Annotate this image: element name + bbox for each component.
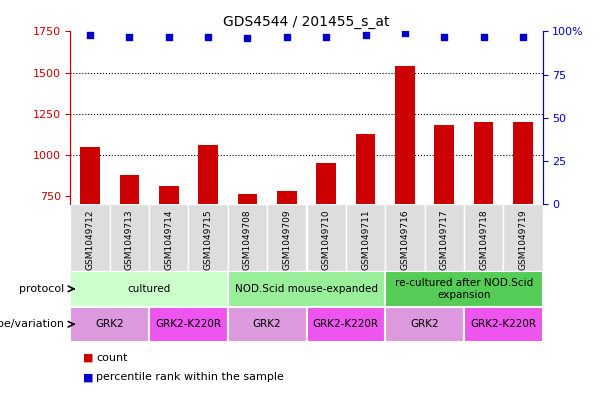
Point (321, 33, 331, 40)
Text: GSM1049710: GSM1049710 (322, 210, 330, 270)
Bar (70, 204, 110, 271)
Bar (228, 271, 385, 307)
Text: NOD.Scid mouse-expanded: NOD.Scid mouse-expanded (235, 284, 378, 294)
Bar (80, 147, 100, 204)
Text: GRK2: GRK2 (410, 319, 439, 329)
Bar (464, 307, 543, 342)
Bar (110, 204, 149, 271)
Text: GRK2-K220R: GRK2-K220R (156, 319, 221, 329)
Point (400, 30, 409, 36)
Point (164, 33, 173, 40)
Point (204, 33, 213, 40)
Bar (356, 134, 375, 204)
Text: GSM1049718: GSM1049718 (479, 210, 488, 270)
Bar (346, 204, 385, 271)
Bar (385, 204, 424, 271)
Bar (306, 307, 385, 342)
Bar (149, 307, 228, 342)
Text: GSM1049717: GSM1049717 (440, 210, 449, 270)
Point (282, 33, 292, 40)
Point (440, 33, 449, 40)
Text: GRK2: GRK2 (253, 319, 281, 329)
Bar (474, 122, 493, 204)
Text: protocol: protocol (19, 284, 64, 294)
Bar (199, 145, 218, 204)
Bar (395, 66, 414, 204)
Text: GSM1049716: GSM1049716 (400, 210, 409, 270)
Bar (424, 204, 464, 271)
Bar (70, 271, 228, 307)
Text: GSM1049711: GSM1049711 (361, 210, 370, 270)
Bar (316, 163, 336, 204)
Bar (277, 191, 297, 204)
Text: GSM1049709: GSM1049709 (283, 210, 291, 270)
Text: GRK2-K220R: GRK2-K220R (313, 319, 379, 329)
Text: ■: ■ (83, 353, 93, 363)
Bar (159, 186, 178, 204)
Bar (435, 125, 454, 204)
Bar (149, 204, 189, 271)
Text: cultured: cultured (128, 284, 171, 294)
Bar (306, 204, 346, 271)
Point (124, 33, 134, 40)
Text: GSM1049714: GSM1049714 (164, 210, 173, 270)
Point (360, 32, 370, 38)
Point (85, 32, 95, 38)
Text: re-cultured after NOD.Scid
expansion: re-cultured after NOD.Scid expansion (395, 278, 533, 299)
Bar (238, 195, 257, 204)
Text: count: count (96, 353, 128, 363)
Bar (120, 175, 139, 204)
Point (518, 33, 528, 40)
Bar (503, 204, 543, 271)
Text: GSM1049708: GSM1049708 (243, 210, 252, 270)
Text: GSM1049712: GSM1049712 (86, 210, 94, 270)
Text: genotype/variation: genotype/variation (0, 319, 64, 329)
Bar (228, 307, 306, 342)
Bar (385, 307, 464, 342)
Bar (228, 204, 267, 271)
Bar (189, 204, 228, 271)
Title: GDS4544 / 201455_s_at: GDS4544 / 201455_s_at (223, 15, 390, 29)
Bar (464, 204, 503, 271)
Point (243, 35, 253, 42)
Text: GSM1049719: GSM1049719 (519, 210, 527, 270)
Bar (385, 271, 543, 307)
Text: GRK2: GRK2 (96, 319, 124, 329)
Text: GSM1049713: GSM1049713 (125, 210, 134, 270)
Text: GRK2-K220R: GRK2-K220R (470, 319, 536, 329)
Text: percentile rank within the sample: percentile rank within the sample (96, 372, 284, 382)
Text: ■: ■ (83, 372, 93, 382)
Bar (70, 307, 149, 342)
Point (479, 33, 489, 40)
Text: GSM1049715: GSM1049715 (204, 210, 213, 270)
Bar (267, 204, 306, 271)
Bar (513, 122, 533, 204)
